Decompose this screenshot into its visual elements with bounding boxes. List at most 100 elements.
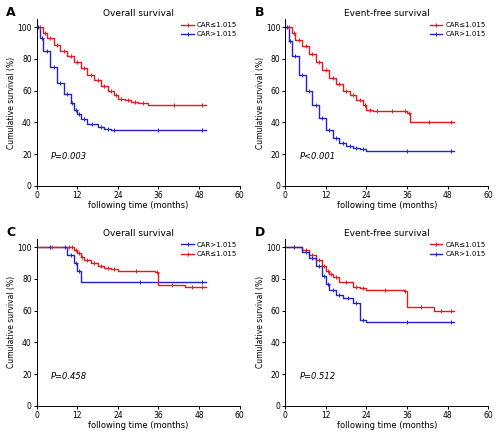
CAR≤1.015 (104, 83, 110, 89)
CAR≤1.015 (323, 264, 329, 269)
CAR>1.015 (60, 80, 66, 85)
Y-axis label: Cumulative survival (%): Cumulative survival (%) (256, 276, 264, 368)
CAR≤1.015 (135, 99, 141, 104)
CAR≤1.015 (312, 59, 318, 65)
CAR≤1.015 (40, 31, 46, 36)
CAR>1.015 (312, 256, 318, 261)
CAR>1.015 (196, 128, 202, 133)
CAR>1.015 (108, 126, 114, 132)
CAR≤1.015 (152, 268, 158, 274)
CAR≤1.015 (71, 59, 77, 65)
Line: CAR>1.015: CAR>1.015 (36, 247, 206, 282)
CAR≤1.015 (306, 248, 312, 253)
CAR≤1.015 (320, 67, 326, 73)
CAR≤1.015 (104, 88, 110, 93)
X-axis label: following time (months): following time (months) (88, 421, 188, 430)
CAR>1.015 (203, 128, 209, 133)
Line: CAR>1.015: CAR>1.015 (286, 27, 454, 151)
X-axis label: following time (months): following time (months) (336, 201, 437, 210)
CAR≤1.015 (289, 31, 295, 36)
CAR>1.015 (356, 317, 362, 323)
Y-axis label: Cumulative survival (%): Cumulative survival (%) (7, 276, 16, 368)
CAR>1.015 (299, 249, 305, 254)
CAR≤1.015 (64, 244, 70, 250)
CAR≤1.015 (182, 284, 188, 289)
CAR≤1.015 (81, 257, 87, 262)
CAR≤1.015 (128, 97, 134, 103)
CAR>1.015 (74, 112, 80, 117)
CAR≤1.015 (356, 284, 362, 289)
CAR>1.015 (115, 128, 121, 133)
CAR>1.015 (296, 72, 302, 77)
CAR≤1.015 (333, 75, 339, 80)
CAR≤1.015 (146, 101, 152, 106)
CAR>1.015 (115, 128, 121, 133)
Text: A: A (6, 6, 16, 19)
CAR≤1.015 (306, 52, 312, 57)
Title: Overall survival: Overall survival (102, 229, 174, 238)
CAR≤1.015 (64, 53, 70, 58)
CAR>1.015 (84, 117, 90, 122)
CAR>1.015 (452, 148, 458, 153)
CAR≤1.015 (40, 24, 46, 30)
CAR>1.015 (350, 145, 356, 150)
CAR>1.015 (37, 35, 43, 41)
Text: P=0.003: P=0.003 (51, 152, 87, 161)
Text: B: B (255, 6, 264, 19)
Legend: CAR≤1.015, CAR>1.015: CAR≤1.015, CAR>1.015 (180, 21, 238, 39)
CAR≤1.015 (98, 77, 104, 82)
CAR>1.015 (71, 252, 77, 257)
CAR>1.015 (68, 101, 73, 106)
Legend: CAR≤1.015, CAR>1.015: CAR≤1.015, CAR>1.015 (428, 240, 487, 259)
CAR≤1.015 (400, 287, 406, 292)
CAR>1.015 (196, 128, 202, 133)
CAR≤1.015 (370, 107, 376, 112)
CAR≤1.015 (330, 274, 336, 280)
Legend: CAR>1.015, CAR≤1.015: CAR>1.015, CAR≤1.015 (180, 240, 238, 259)
CAR≤1.015 (370, 109, 376, 114)
CAR≤1.015 (444, 308, 450, 313)
CAR≤1.015 (299, 37, 305, 42)
CAR≤1.015 (346, 93, 352, 98)
CAR>1.015 (78, 112, 84, 117)
Text: P=0.512: P=0.512 (300, 372, 336, 381)
CAR≤1.015 (320, 257, 326, 262)
CAR≤1.015 (452, 120, 458, 125)
CAR>1.015 (54, 64, 60, 69)
CAR>1.015 (452, 319, 458, 324)
CAR≤1.015 (71, 53, 77, 58)
CAR>1.015 (299, 244, 305, 250)
X-axis label: following time (months): following time (months) (88, 201, 188, 210)
CAR≤1.015 (292, 37, 298, 42)
CAR≤1.015 (452, 308, 458, 313)
CAR≤1.015 (336, 274, 342, 280)
CAR≤1.015 (78, 251, 84, 256)
CAR≤1.015 (115, 267, 121, 272)
CAR>1.015 (78, 268, 84, 274)
CAR≤1.015 (58, 49, 64, 54)
CAR≤1.015 (108, 267, 114, 272)
CAR>1.015 (364, 148, 370, 153)
CAR≤1.015 (115, 93, 121, 98)
CAR≤1.015 (336, 279, 342, 284)
CAR>1.015 (356, 145, 362, 150)
Line: CAR≤1.015: CAR≤1.015 (286, 27, 454, 122)
CAR>1.015 (302, 72, 308, 77)
CAR>1.015 (37, 24, 43, 30)
CAR≤1.015 (330, 271, 336, 277)
CAR>1.015 (296, 53, 302, 58)
CAR>1.015 (282, 244, 288, 250)
CAR>1.015 (196, 279, 202, 284)
CAR≤1.015 (404, 305, 410, 310)
CAR≤1.015 (340, 88, 346, 93)
CAR>1.015 (203, 128, 209, 133)
CAR>1.015 (203, 279, 209, 284)
CAR>1.015 (94, 125, 100, 130)
CAR≤1.015 (354, 93, 360, 98)
CAR≤1.015 (323, 268, 329, 274)
CAR≤1.015 (400, 109, 406, 114)
CAR>1.015 (356, 300, 362, 305)
CAR≤1.015 (203, 284, 209, 289)
CAR>1.015 (323, 281, 329, 286)
CAR>1.015 (452, 148, 458, 153)
